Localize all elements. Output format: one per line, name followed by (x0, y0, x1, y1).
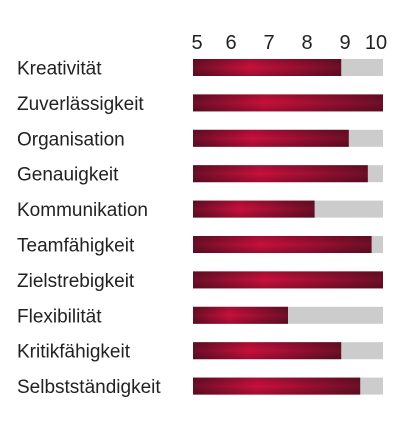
x-tick-label: 7 (263, 32, 274, 54)
category-label: Organisation (17, 129, 125, 150)
value-bar-shading (193, 129, 349, 147)
x-tick-label: 9 (339, 32, 350, 54)
chart-row: Organisation (17, 129, 383, 150)
chart-row: Kommunikation (17, 200, 383, 221)
chart-row: Selbstständigkeit (17, 377, 383, 398)
chart-row: Zielstrebigkeit (17, 271, 383, 292)
value-bar-shading (193, 94, 383, 112)
value-bar-shading (193, 271, 383, 289)
x-tick-label: 5 (191, 32, 202, 54)
x-tick-label: 6 (225, 32, 236, 54)
chart-row: Teamfähigkeit (17, 236, 383, 257)
category-label: Zuverlässigkeit (17, 94, 144, 115)
x-axis-ticks: 5 6 7 8 9 10 (191, 32, 387, 54)
value-bar-shading (193, 59, 342, 76)
category-label: Kritikfähigkeit (17, 342, 131, 363)
chart-row: Kreativität (17, 59, 383, 80)
x-tick-label: 10 (365, 32, 387, 54)
value-bar-shading (193, 342, 342, 360)
chart-row: Genauigkeit (17, 165, 383, 186)
category-label: Teamfähigkeit (17, 236, 135, 257)
chart-row: Zuverlässigkeit (17, 94, 383, 115)
value-bar-shading (193, 236, 372, 253)
value-bar-shading (193, 165, 368, 183)
category-label: Kreativität (17, 59, 102, 80)
category-label: Zielstrebigkeit (17, 271, 135, 292)
bar-rows: Kreativität Zuverlässigkeit Organisation Ge… (17, 59, 383, 398)
value-bar-shading (193, 200, 315, 218)
value-bar-shading (193, 306, 288, 324)
chart-row: Kritikfähigkeit (17, 342, 383, 363)
chart-row: Flexibilität (17, 306, 383, 327)
value-bar-shading (193, 377, 361, 395)
x-tick-label: 8 (301, 32, 312, 54)
category-label: Flexibilität (17, 306, 102, 327)
category-label: Kommunikation (17, 200, 148, 221)
category-label: Selbstständigkeit (17, 377, 161, 398)
category-label: Genauigkeit (17, 165, 119, 186)
